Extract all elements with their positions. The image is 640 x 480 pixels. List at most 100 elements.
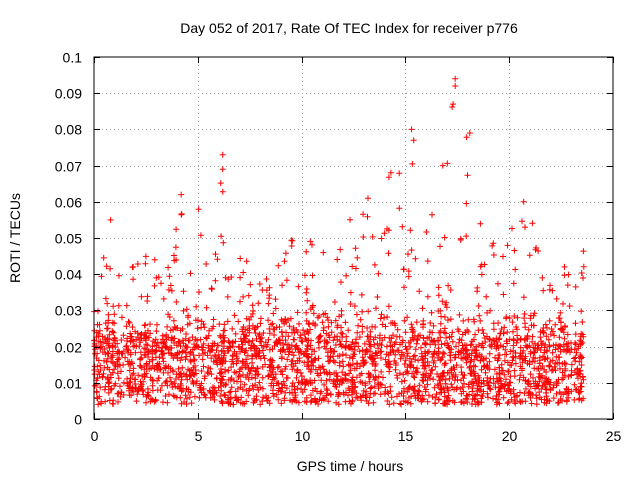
data-point — [454, 326, 461, 333]
data-point — [477, 263, 484, 270]
data-point — [196, 289, 202, 296]
data-point — [203, 261, 210, 267]
data-point — [338, 311, 345, 318]
data-point — [435, 348, 442, 355]
data-point — [479, 393, 486, 400]
data-point — [227, 388, 234, 395]
data-point — [396, 370, 403, 377]
data-point — [243, 315, 250, 322]
data-point — [108, 374, 114, 381]
data-point — [562, 361, 569, 368]
data-point — [532, 246, 539, 253]
data-point — [563, 390, 570, 397]
data-point — [316, 344, 322, 351]
data-point — [95, 330, 102, 337]
data-point — [220, 239, 227, 246]
data-point — [106, 380, 112, 387]
data-point — [109, 354, 116, 361]
data-point — [429, 354, 436, 360]
data-point — [178, 376, 185, 383]
data-point — [398, 352, 405, 359]
data-point — [161, 350, 167, 357]
data-point — [474, 388, 481, 394]
data-point — [557, 396, 564, 402]
data-point — [273, 338, 280, 345]
data-point — [159, 345, 166, 351]
data-point — [565, 271, 572, 278]
data-point — [534, 382, 541, 389]
data-point — [185, 312, 192, 319]
data-point — [96, 327, 103, 334]
data-point — [561, 263, 568, 270]
data-point — [130, 263, 137, 270]
data-point — [150, 338, 156, 345]
data-point — [200, 340, 207, 347]
data-point — [390, 332, 396, 339]
data-point — [279, 282, 286, 289]
data-point — [485, 394, 491, 401]
data-point — [405, 273, 412, 280]
data-point — [342, 319, 349, 326]
data-point — [203, 304, 210, 311]
data-point — [384, 314, 391, 320]
data-point — [500, 367, 506, 374]
data-point — [151, 282, 158, 289]
data-point — [578, 270, 585, 276]
data-point — [259, 364, 266, 370]
data-point — [522, 324, 529, 331]
data-point — [576, 395, 583, 402]
data-point — [486, 335, 493, 342]
data-point — [134, 391, 141, 398]
data-point — [550, 395, 557, 402]
data-point — [257, 401, 264, 408]
data-point — [358, 397, 365, 404]
data-point — [565, 386, 572, 393]
data-point — [564, 346, 571, 352]
data-point — [577, 353, 584, 360]
data-point — [256, 281, 263, 287]
data-point — [178, 354, 185, 361]
data-point — [403, 346, 410, 352]
data-point — [152, 348, 159, 354]
data-point — [413, 319, 420, 326]
data-point — [96, 321, 103, 328]
data-point — [309, 302, 316, 309]
data-point — [500, 330, 507, 337]
data-point — [173, 394, 180, 401]
data-point — [125, 349, 131, 356]
data-point — [188, 372, 195, 379]
data-point — [94, 350, 101, 357]
data-point — [392, 339, 399, 346]
data-point — [263, 276, 270, 282]
data-point — [261, 355, 268, 362]
data-point — [571, 355, 577, 362]
data-point — [178, 211, 185, 218]
data-point — [579, 319, 586, 325]
data-point — [145, 327, 151, 334]
data-point — [365, 308, 372, 315]
data-point — [552, 367, 559, 374]
data-point — [430, 337, 437, 344]
data-point — [285, 351, 292, 358]
data-point — [375, 373, 382, 380]
data-point — [563, 398, 570, 405]
data-point — [166, 391, 172, 398]
data-point — [505, 368, 512, 375]
data-point — [359, 308, 366, 315]
data-point — [186, 394, 193, 401]
data-point — [95, 368, 102, 375]
data-point — [266, 346, 273, 353]
data-point — [253, 345, 260, 352]
data-point — [447, 316, 454, 323]
data-point — [160, 295, 167, 302]
data-point — [291, 383, 298, 390]
data-point — [222, 274, 229, 281]
data-point — [378, 348, 385, 355]
data-point — [233, 369, 240, 376]
data-point — [126, 319, 133, 326]
data-point — [556, 354, 563, 361]
data-point — [288, 243, 295, 249]
data-point — [555, 399, 562, 406]
data-point — [348, 376, 355, 383]
data-point — [537, 334, 544, 341]
